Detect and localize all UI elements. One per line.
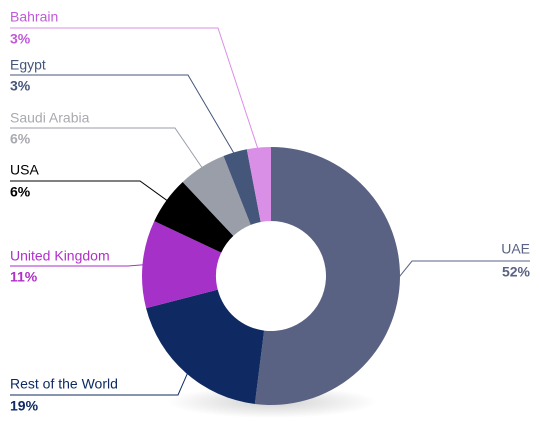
slice-label: Saudi Arabia bbox=[10, 110, 90, 126]
value-label: 6% bbox=[10, 131, 31, 147]
value-label: 3% bbox=[10, 78, 31, 94]
slice-label: Bahrain bbox=[10, 9, 58, 25]
value-label: 52% bbox=[502, 264, 531, 280]
slice bbox=[146, 289, 265, 404]
slice-label: Rest of the World bbox=[10, 376, 118, 392]
slice bbox=[142, 221, 222, 309]
slice-label: UAE bbox=[501, 241, 530, 257]
slice-label: United Kingdom bbox=[10, 248, 110, 264]
slice bbox=[182, 156, 251, 236]
slice-label: Egypt bbox=[10, 57, 46, 73]
slice bbox=[154, 181, 234, 253]
value-label: 11% bbox=[10, 269, 38, 285]
value-label: 19% bbox=[10, 398, 39, 414]
leader-line bbox=[393, 260, 530, 285]
value-label: 6% bbox=[10, 184, 31, 200]
leader-line bbox=[10, 263, 149, 267]
leader-line bbox=[10, 127, 206, 173]
slice bbox=[223, 149, 261, 225]
value-label: 3% bbox=[10, 31, 31, 47]
slice bbox=[254, 147, 400, 405]
leader-line bbox=[10, 180, 172, 205]
leader-line bbox=[10, 27, 260, 154]
leader-line bbox=[10, 74, 238, 159]
leader-line bbox=[10, 368, 191, 396]
slice-label: USA bbox=[10, 162, 39, 178]
slice bbox=[246, 147, 271, 222]
